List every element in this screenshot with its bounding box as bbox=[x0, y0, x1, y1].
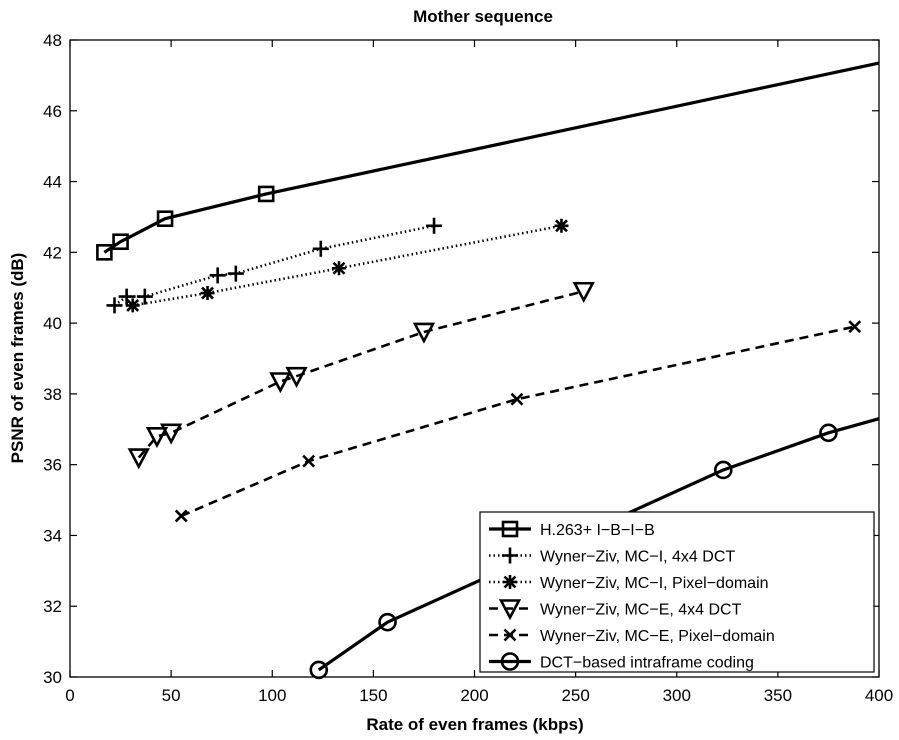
x-marker bbox=[510, 392, 524, 406]
plus-marker bbox=[106, 297, 123, 314]
x-tick-label: 250 bbox=[561, 686, 589, 705]
triangle-down-marker bbox=[127, 448, 150, 470]
y-tick-label: 32 bbox=[43, 597, 62, 616]
asterisk-marker bbox=[331, 261, 346, 276]
asterisk-marker bbox=[554, 218, 569, 233]
plus-marker bbox=[118, 288, 135, 305]
series-line bbox=[137, 290, 585, 459]
square-marker bbox=[156, 210, 174, 228]
x-tick-label: 200 bbox=[460, 686, 488, 705]
x-marker bbox=[174, 509, 188, 523]
y-tick-label: 42 bbox=[43, 243, 62, 262]
legend-label: Wyner−Ziv, MC−E, 4x4 DCT bbox=[540, 602, 742, 619]
series-square bbox=[96, 61, 880, 261]
asterisk-marker bbox=[125, 298, 140, 313]
triangle-down-marker bbox=[285, 366, 308, 388]
legend-entry: Wyner−Ziv, MC−I, 4x4 DCT bbox=[489, 547, 735, 566]
square-marker bbox=[501, 520, 519, 538]
legend-label: Wyner−Ziv, MC−I, Pixel−domain bbox=[540, 575, 769, 592]
triangle-down-marker bbox=[269, 372, 292, 394]
circle-marker bbox=[500, 652, 520, 671]
x-marker bbox=[848, 320, 862, 334]
legend-entry: DCT−based intraframe coding bbox=[489, 652, 754, 672]
triangle-down-marker bbox=[412, 322, 436, 344]
triangle-down-marker bbox=[572, 281, 595, 304]
y-axis-label: PSNR of even frames (dB) bbox=[8, 253, 27, 464]
plus-marker bbox=[312, 240, 329, 257]
chart-title: Mother sequence bbox=[413, 7, 553, 26]
circle-marker bbox=[378, 612, 397, 632]
circle-marker bbox=[819, 423, 838, 443]
series-layer bbox=[96, 61, 880, 680]
square-marker bbox=[257, 185, 275, 203]
y-tick-label: 30 bbox=[43, 668, 62, 687]
y-tick-label: 44 bbox=[43, 173, 62, 192]
legend-entry: Wyner−Ziv, MC−I, Pixel−domain bbox=[489, 575, 769, 592]
x-tick-label: 150 bbox=[359, 686, 387, 705]
circle-marker bbox=[309, 660, 329, 680]
x-tick-label: 400 bbox=[865, 686, 893, 705]
plus-marker bbox=[136, 288, 153, 305]
plus-marker bbox=[426, 217, 443, 234]
square-marker bbox=[96, 244, 113, 261]
triangle-down-marker bbox=[498, 599, 522, 621]
series-line bbox=[103, 61, 880, 254]
asterisk-marker bbox=[503, 575, 517, 589]
x-axis-label: Rate of even frames (kbps) bbox=[366, 715, 583, 734]
x-tick-label: 350 bbox=[764, 686, 792, 705]
plus-marker bbox=[209, 267, 226, 284]
x-tick-label: 300 bbox=[663, 686, 691, 705]
y-tick-label: 46 bbox=[43, 102, 62, 121]
triangle-down-marker bbox=[159, 423, 183, 445]
asterisk-marker bbox=[200, 286, 215, 301]
x-tick-label: 0 bbox=[65, 686, 74, 705]
series-circle bbox=[309, 417, 880, 680]
y-tick-label: 36 bbox=[43, 456, 62, 475]
axis-ticks: 0 50 100 150 200 250 300 350 400 30 32 34 36 38 40 42 44… bbox=[43, 31, 893, 705]
circle-marker bbox=[713, 460, 733, 480]
x-marker bbox=[302, 454, 316, 468]
y-tick-label: 38 bbox=[43, 385, 62, 404]
series-asterisk bbox=[125, 218, 569, 313]
plus-marker bbox=[227, 265, 244, 282]
legend: H.263+ I−B−I−B Wyner−Ziv, MC−I, 4x4 DCT Wy… bbox=[479, 511, 875, 673]
y-tick-label: 40 bbox=[43, 314, 62, 333]
legend-label: DCT−based intraframe coding bbox=[540, 655, 754, 672]
x-marker bbox=[503, 628, 517, 642]
legend-label: Wyner−Ziv, MC−I, 4x4 DCT bbox=[540, 549, 735, 566]
plus-marker bbox=[502, 547, 518, 564]
y-tick-label: 34 bbox=[43, 526, 62, 545]
x-tick-label: 50 bbox=[162, 686, 181, 705]
x-tick-label: 100 bbox=[258, 686, 286, 705]
series-line bbox=[180, 325, 856, 518]
legend-label: H.263+ I−B−I−B bbox=[540, 522, 655, 539]
series-line bbox=[132, 224, 562, 307]
series-x bbox=[174, 320, 862, 523]
legend-label: Wyner−Ziv, MC−E, Pixel−domain bbox=[540, 628, 775, 645]
legend-entry: Wyner−Ziv, MC−E, 4x4 DCT bbox=[489, 599, 742, 621]
series-line bbox=[113, 224, 435, 307]
series-plus bbox=[106, 217, 443, 314]
y-tick-label: 48 bbox=[43, 31, 62, 50]
legend-entry: H.263+ I−B−I−B bbox=[489, 520, 655, 539]
square-marker bbox=[112, 233, 129, 251]
legend-box bbox=[479, 511, 875, 673]
series-line bbox=[317, 417, 880, 672]
triangle-down-marker bbox=[145, 427, 169, 449]
legend-entry: Wyner−Ziv, MC−E, Pixel−domain bbox=[489, 628, 775, 645]
series-triangle-down bbox=[127, 281, 595, 470]
